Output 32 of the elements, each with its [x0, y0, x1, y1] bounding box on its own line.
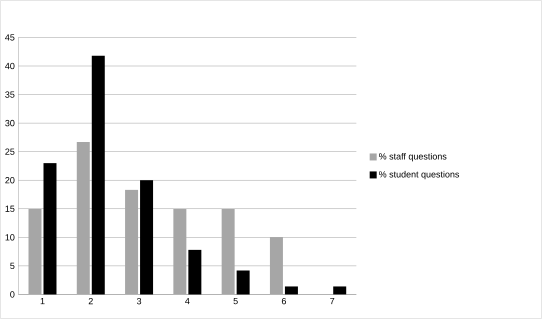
x-tick-label: 1: [40, 298, 45, 304]
bar: [92, 56, 105, 294]
x-tick-label: 6: [282, 298, 286, 304]
y-tick-label: 35: [5, 91, 14, 98]
bar: [270, 237, 283, 294]
legend-label: % staff questions: [378, 152, 446, 162]
x-tick-label: 7: [330, 298, 334, 304]
bar: [188, 250, 202, 294]
bar: [43, 163, 56, 294]
y-tick-label: 0: [10, 291, 14, 298]
y-tick-label: 20: [5, 177, 14, 184]
bar: [140, 180, 154, 294]
x-tick-label: 4: [185, 298, 190, 304]
bar: [173, 208, 186, 294]
bar: [222, 208, 235, 294]
bar: [236, 270, 250, 294]
bar: [333, 286, 346, 294]
y-tick-label: 25: [5, 148, 14, 155]
bar: [76, 142, 90, 294]
y-tick-label: 10: [6, 234, 14, 241]
x-tick-label: 2: [88, 298, 93, 304]
legend-label: % student questions: [378, 170, 460, 180]
bar: [284, 286, 298, 294]
y-tick-label: 40: [5, 62, 14, 70]
y-tick-label: 45: [5, 34, 14, 41]
y-tick-label: 15: [6, 206, 14, 212]
bar: [125, 190, 138, 294]
y-tick-label: 30: [5, 120, 14, 126]
x-tick-label: 5: [234, 298, 238, 304]
x-tick-label: 3: [136, 298, 142, 304]
bar: [28, 208, 42, 294]
y-tick-label: 5: [10, 262, 14, 270]
